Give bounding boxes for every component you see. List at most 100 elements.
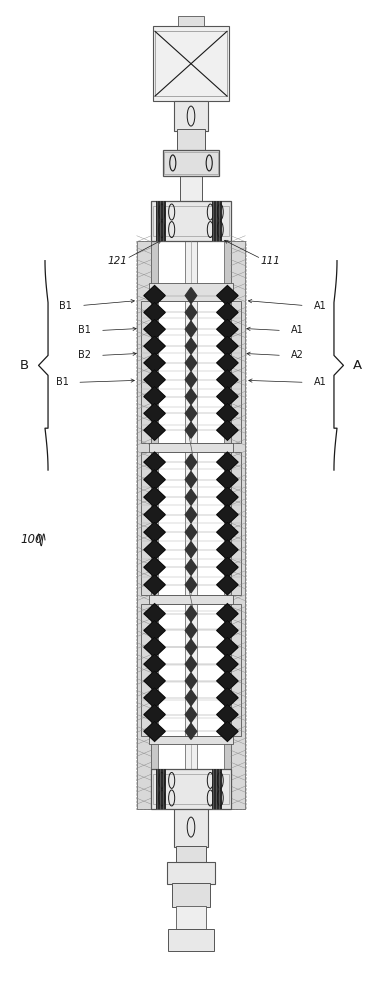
Bar [151,201,231,241]
Polygon shape [185,422,197,438]
Polygon shape [217,721,238,741]
Polygon shape [144,705,165,725]
Polygon shape [185,389,197,405]
Polygon shape [144,319,165,339]
Polygon shape [185,623,197,638]
Polygon shape [217,420,238,440]
Bar [176,129,206,151]
Polygon shape [185,405,197,421]
Polygon shape [144,637,165,657]
Polygon shape [217,540,238,560]
Polygon shape [185,355,197,371]
Polygon shape [144,336,165,356]
Polygon shape [217,522,238,542]
Bar [224,241,231,809]
Bar [212,769,222,809]
Polygon shape [185,673,197,689]
Text: B1: B1 [78,325,91,335]
Polygon shape [185,524,197,540]
Polygon shape [185,577,197,593]
Polygon shape [144,370,165,390]
Bar [168,929,214,951]
Polygon shape [144,286,165,306]
Polygon shape [217,336,238,356]
Polygon shape [217,505,238,525]
Polygon shape [144,654,165,674]
Bar [149,595,233,604]
Bar [149,283,233,301]
Polygon shape [185,321,197,337]
Bar [136,241,246,809]
Polygon shape [144,604,165,624]
Polygon shape [217,671,238,691]
Bar [178,16,204,26]
Bar [149,736,233,744]
Text: B1: B1 [60,301,72,311]
Text: A: A [353,359,363,372]
Polygon shape [185,723,197,739]
Bar [153,26,229,101]
Polygon shape [185,507,197,523]
Polygon shape [144,487,165,507]
Polygon shape [217,575,238,595]
Polygon shape [217,370,238,390]
Polygon shape [144,540,165,560]
Bar [174,101,208,131]
Text: 111: 111 [261,256,280,266]
Polygon shape [144,575,165,595]
Text: B: B [19,359,29,372]
Polygon shape [144,353,165,373]
Polygon shape [185,454,197,470]
Polygon shape [217,319,238,339]
Bar [156,769,166,809]
Polygon shape [185,656,197,672]
Polygon shape [144,721,165,741]
Polygon shape [185,288,197,304]
Polygon shape [217,557,238,577]
Polygon shape [185,707,197,723]
Bar [153,206,229,236]
Polygon shape [144,470,165,490]
Polygon shape [144,403,165,423]
Polygon shape [185,559,197,575]
Bar [172,883,210,907]
Text: A2: A2 [291,350,304,360]
Polygon shape [217,387,238,407]
Polygon shape [217,487,238,507]
Text: 100: 100 [21,533,43,546]
Bar [163,150,219,176]
Polygon shape [185,542,197,558]
Bar [141,301,241,443]
Bar [141,604,241,736]
Polygon shape [185,338,197,354]
Bar [176,906,206,929]
Polygon shape [217,654,238,674]
Bar [141,452,241,595]
Bar [231,241,245,809]
Polygon shape [185,639,197,655]
Polygon shape [185,304,197,320]
Polygon shape [217,688,238,708]
Polygon shape [144,302,165,322]
Text: A1: A1 [291,325,304,335]
Polygon shape [144,557,165,577]
Bar [167,862,215,884]
Polygon shape [217,452,238,472]
Text: B2: B2 [78,350,91,360]
Bar [137,241,151,809]
Polygon shape [217,286,238,306]
Bar [151,769,231,809]
Polygon shape [185,606,197,622]
Polygon shape [217,705,238,725]
Polygon shape [144,387,165,407]
Polygon shape [185,372,197,388]
Polygon shape [217,403,238,423]
Bar [174,807,208,847]
Text: A1: A1 [314,301,326,311]
Polygon shape [144,621,165,640]
Bar [185,241,197,809]
Polygon shape [144,688,165,708]
Bar [164,152,218,174]
Polygon shape [217,470,238,490]
Polygon shape [144,452,165,472]
